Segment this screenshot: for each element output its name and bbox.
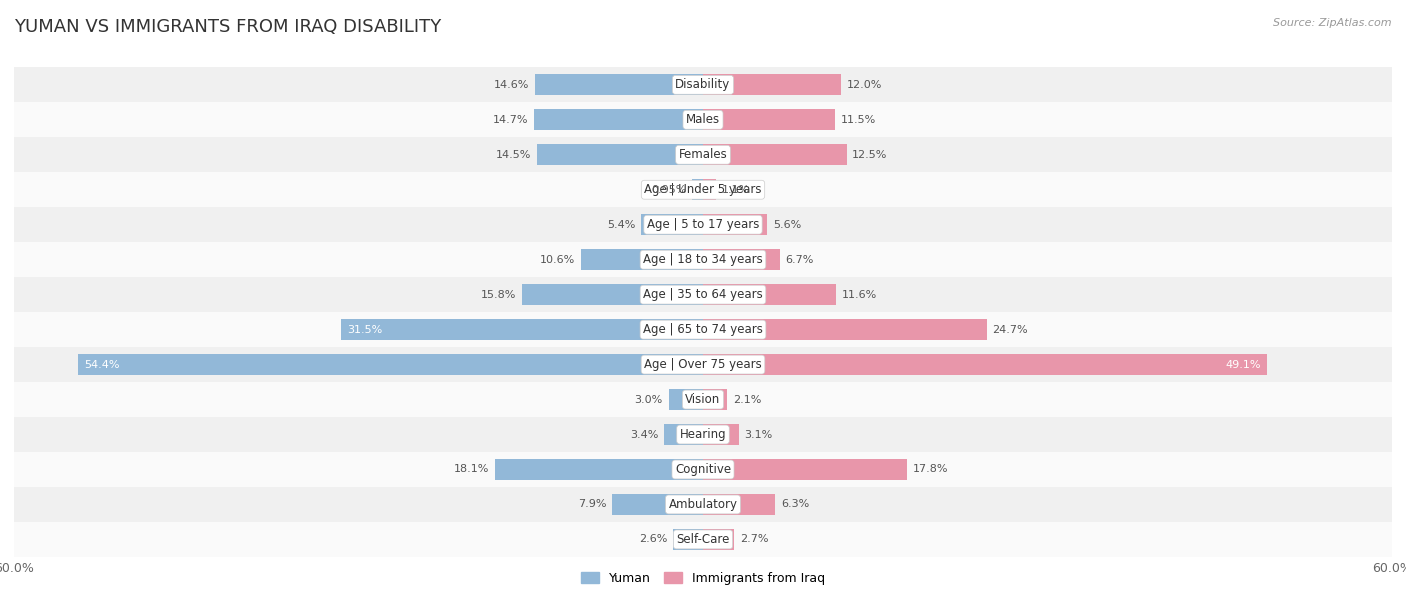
Bar bbox=[703, 494, 775, 515]
Bar bbox=[703, 110, 835, 130]
Text: Age | Over 75 years: Age | Over 75 years bbox=[644, 358, 762, 371]
Text: 17.8%: 17.8% bbox=[912, 465, 949, 474]
Text: Self-Care: Self-Care bbox=[676, 533, 730, 546]
Text: Age | 65 to 74 years: Age | 65 to 74 years bbox=[643, 323, 763, 336]
Bar bbox=[703, 74, 841, 95]
Bar bbox=[14, 102, 1392, 137]
Bar bbox=[703, 459, 907, 480]
Text: Males: Males bbox=[686, 113, 720, 126]
Text: 3.0%: 3.0% bbox=[634, 395, 662, 405]
Bar bbox=[703, 319, 987, 340]
Bar bbox=[14, 382, 1392, 417]
Text: 2.6%: 2.6% bbox=[640, 534, 668, 545]
Text: 5.6%: 5.6% bbox=[773, 220, 801, 230]
Bar bbox=[703, 354, 1267, 375]
Bar bbox=[14, 417, 1392, 452]
Text: 12.0%: 12.0% bbox=[846, 80, 882, 90]
Bar bbox=[14, 487, 1392, 522]
Text: YUMAN VS IMMIGRANTS FROM IRAQ DISABILITY: YUMAN VS IMMIGRANTS FROM IRAQ DISABILITY bbox=[14, 18, 441, 36]
Bar bbox=[14, 452, 1392, 487]
Bar bbox=[703, 214, 768, 235]
Bar bbox=[664, 424, 703, 445]
Legend: Yuman, Immigrants from Iraq: Yuman, Immigrants from Iraq bbox=[575, 567, 831, 590]
Text: 3.4%: 3.4% bbox=[630, 430, 658, 439]
Text: 12.5%: 12.5% bbox=[852, 150, 887, 160]
Text: 31.5%: 31.5% bbox=[347, 324, 382, 335]
Text: Age | Under 5 years: Age | Under 5 years bbox=[644, 183, 762, 196]
Bar bbox=[14, 172, 1392, 207]
Bar bbox=[703, 529, 734, 550]
Bar bbox=[14, 67, 1392, 102]
Bar bbox=[703, 179, 716, 200]
Text: 7.9%: 7.9% bbox=[578, 499, 606, 509]
Bar bbox=[522, 284, 703, 305]
Bar bbox=[495, 459, 703, 480]
Text: 3.1%: 3.1% bbox=[744, 430, 772, 439]
Text: Hearing: Hearing bbox=[679, 428, 727, 441]
Bar bbox=[14, 207, 1392, 242]
Text: Age | 18 to 34 years: Age | 18 to 34 years bbox=[643, 253, 763, 266]
Text: 2.1%: 2.1% bbox=[733, 395, 761, 405]
Bar bbox=[14, 522, 1392, 557]
Text: Source: ZipAtlas.com: Source: ZipAtlas.com bbox=[1274, 18, 1392, 28]
Text: Age | 5 to 17 years: Age | 5 to 17 years bbox=[647, 218, 759, 231]
Bar bbox=[703, 424, 738, 445]
Text: 54.4%: 54.4% bbox=[84, 360, 120, 370]
Text: 6.7%: 6.7% bbox=[786, 255, 814, 264]
Text: Age | 35 to 64 years: Age | 35 to 64 years bbox=[643, 288, 763, 301]
Text: 14.6%: 14.6% bbox=[495, 80, 530, 90]
Bar bbox=[79, 354, 703, 375]
Bar bbox=[14, 277, 1392, 312]
Text: 14.5%: 14.5% bbox=[495, 150, 531, 160]
Bar bbox=[14, 242, 1392, 277]
Bar bbox=[14, 312, 1392, 347]
Bar bbox=[703, 249, 780, 270]
Bar bbox=[612, 494, 703, 515]
Bar bbox=[703, 389, 727, 410]
Text: Vision: Vision bbox=[685, 393, 721, 406]
Text: 10.6%: 10.6% bbox=[540, 255, 575, 264]
Text: 15.8%: 15.8% bbox=[481, 289, 516, 300]
Bar bbox=[342, 319, 703, 340]
Text: 24.7%: 24.7% bbox=[993, 324, 1028, 335]
Text: 6.3%: 6.3% bbox=[782, 499, 810, 509]
Text: 18.1%: 18.1% bbox=[454, 465, 489, 474]
Text: 11.5%: 11.5% bbox=[841, 115, 876, 125]
Text: Ambulatory: Ambulatory bbox=[668, 498, 738, 511]
Text: 2.7%: 2.7% bbox=[740, 534, 768, 545]
Text: 0.95%: 0.95% bbox=[651, 185, 686, 195]
Bar bbox=[14, 347, 1392, 382]
Bar bbox=[14, 137, 1392, 172]
Bar bbox=[692, 179, 703, 200]
Bar bbox=[703, 144, 846, 165]
Bar bbox=[673, 529, 703, 550]
Text: 49.1%: 49.1% bbox=[1226, 360, 1261, 370]
Text: 5.4%: 5.4% bbox=[607, 220, 636, 230]
Bar bbox=[537, 144, 703, 165]
Text: Females: Females bbox=[679, 148, 727, 161]
Text: 11.6%: 11.6% bbox=[842, 289, 877, 300]
Bar bbox=[534, 110, 703, 130]
Bar bbox=[581, 249, 703, 270]
Text: 14.7%: 14.7% bbox=[494, 115, 529, 125]
Bar bbox=[641, 214, 703, 235]
Text: 1.1%: 1.1% bbox=[721, 185, 749, 195]
Bar bbox=[536, 74, 703, 95]
Bar bbox=[669, 389, 703, 410]
Text: Cognitive: Cognitive bbox=[675, 463, 731, 476]
Text: Disability: Disability bbox=[675, 78, 731, 91]
Bar bbox=[703, 284, 837, 305]
